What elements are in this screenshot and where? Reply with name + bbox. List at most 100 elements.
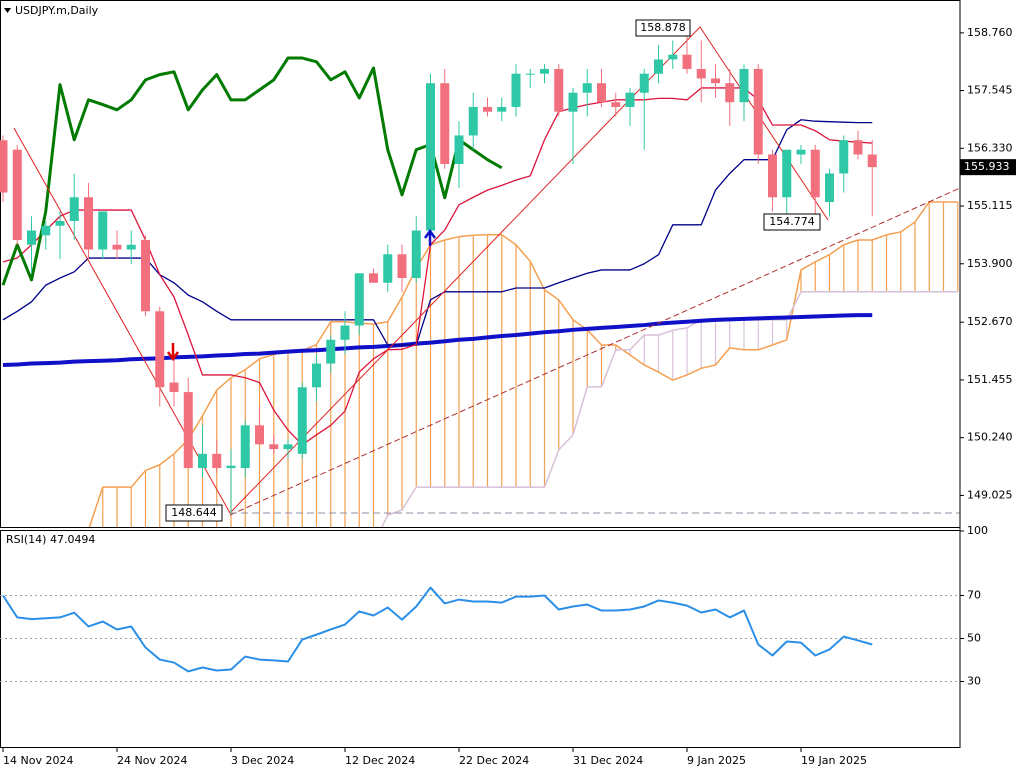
- last-price-box: [960, 159, 1016, 176]
- candle-body: [411, 230, 421, 279]
- candle-body: [283, 444, 293, 450]
- zigzag-line: [13, 26, 829, 514]
- candle-body: [568, 92, 578, 112]
- candle-body: [41, 225, 51, 236]
- candle-body: [312, 363, 321, 388]
- y-tick-label: 151.455: [967, 373, 1013, 386]
- candle-body: [611, 102, 621, 107]
- candle-body: [383, 254, 393, 283]
- candle-body: [739, 68, 749, 103]
- y-tick-label: 158.760: [967, 26, 1013, 39]
- indicator-line: [1, 56, 503, 286]
- candle-body: [625, 92, 635, 107]
- candle-body: [440, 83, 450, 164]
- annotation: 154.774: [769, 215, 815, 228]
- annotation-box: [763, 213, 821, 231]
- candle-body: [198, 453, 207, 469]
- candle-body: [825, 173, 834, 202]
- candle-body: [639, 73, 649, 93]
- buy-arrow: [423, 228, 437, 246]
- candle-body: [525, 73, 535, 75]
- candle-body: [454, 135, 464, 164]
- sell-arrow: [166, 343, 180, 362]
- candle-body: [12, 149, 22, 241]
- senkou-span-b: [381, 291, 958, 527]
- candle-body: [27, 230, 36, 245]
- x-tick-label: 22 Dec 2024: [459, 754, 529, 767]
- y-tick-label: 153.900: [967, 257, 1013, 270]
- y-tick-label: 150.240: [967, 431, 1013, 444]
- candle-body: [597, 83, 606, 103]
- candle-body: [540, 68, 549, 74]
- y-tick-label: 100: [967, 524, 988, 537]
- candles: [0, 27, 877, 514]
- candle-body: [212, 453, 222, 469]
- candle-body: [853, 140, 863, 155]
- candle-body: [369, 273, 378, 283]
- candle-body: [397, 254, 407, 279]
- candle-body: [240, 425, 250, 469]
- candle-body: [497, 106, 507, 112]
- y-tick-label: 157.545: [967, 84, 1013, 97]
- candle-body: [796, 149, 806, 155]
- candle-body: [696, 68, 706, 79]
- candle-body: [0, 140, 8, 193]
- menu-triangle[interactable]: [4, 8, 11, 13]
- indicator-line: [2, 313, 873, 367]
- senkou-span-a: [88, 201, 958, 527]
- price-plot: [0, 26, 960, 527]
- candle-body: [782, 149, 792, 198]
- x-tick-label: 9 Jan 2025: [687, 754, 746, 767]
- candle-body: [682, 54, 692, 69]
- y-tick-label: 155.115: [967, 199, 1013, 212]
- candle-body: [126, 244, 136, 250]
- y-tick-label: 152.670: [967, 315, 1013, 328]
- candle-body: [725, 83, 735, 103]
- candle-body: [582, 83, 592, 93]
- chart-title: USDJPY.m,Daily: [15, 4, 99, 17]
- candle-body: [55, 220, 65, 226]
- candle-body: [711, 78, 720, 84]
- x-tick-label: 14 Nov 2024: [3, 754, 73, 767]
- candle-body: [169, 382, 179, 393]
- candle-body: [426, 83, 435, 231]
- candle-body: [183, 392, 193, 469]
- annotations: 158.878 154.774 148.644: [165, 19, 821, 522]
- candle-body: [226, 465, 236, 469]
- trend-lines: [13, 26, 960, 516]
- candle-body: [340, 325, 350, 340]
- rsi-title: RSI(14) 47.0494: [6, 533, 95, 546]
- candle-body: [554, 68, 564, 112]
- candle-body: [69, 197, 79, 221]
- candle-body: [255, 425, 264, 445]
- last-price-label: 155.933: [964, 160, 1010, 173]
- candle-body: [768, 154, 777, 198]
- y-tick-label: 70: [967, 589, 981, 602]
- rsi-plot: [0, 586, 960, 682]
- candle-body: [354, 273, 364, 326]
- candle-body: [839, 140, 849, 174]
- candle-body: [98, 211, 108, 250]
- x-tick-label: 24 Nov 2024: [117, 754, 187, 767]
- annotation: 148.644: [171, 506, 217, 519]
- rsi-line: [2, 586, 873, 673]
- y-tick-label: 156.330: [967, 141, 1013, 154]
- x-tick-label: 12 Dec 2024: [345, 754, 415, 767]
- y-tick-label: 50: [967, 632, 981, 645]
- x-tick-label: 19 Jan 2025: [801, 754, 867, 767]
- candle-body: [511, 73, 521, 107]
- price-panel: [0, 0, 961, 528]
- candle-body: [141, 240, 150, 312]
- candle-body: [155, 311, 165, 388]
- candle-body: [753, 68, 763, 155]
- annotation-box: [635, 19, 691, 37]
- candle-body: [654, 59, 663, 74]
- trend-line: [229, 187, 960, 516]
- candle-body: [84, 197, 93, 250]
- candle-body: [483, 106, 492, 112]
- x-tick-label: 31 Dec 2024: [573, 754, 643, 767]
- candle-body: [326, 339, 336, 364]
- y-tick-label: 149.025: [967, 488, 1013, 501]
